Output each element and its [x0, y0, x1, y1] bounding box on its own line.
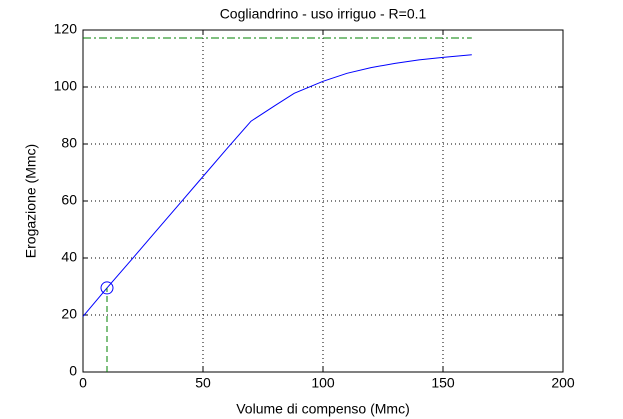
y-tick-label: 80 [61, 135, 77, 151]
y-tick-label: 0 [69, 363, 77, 379]
y-axis-label: Erogazione (Mmc) [23, 144, 39, 258]
x-tick-label: 50 [195, 375, 211, 391]
y-tick-label: 60 [61, 192, 77, 208]
data-line [82, 54, 472, 317]
y-tick-label: 40 [61, 249, 77, 265]
y-tick-label: 120 [54, 21, 78, 37]
plot-frame [82, 29, 564, 373]
y-tick-label: 100 [54, 78, 78, 94]
data-marker [100, 281, 114, 295]
x-tick-label: 200 [551, 375, 575, 391]
x-axis-label: Volume di compenso (Mmc) [236, 401, 410, 417]
x-tick-label: 150 [431, 375, 455, 391]
chart-title: Cogliandrino - uso irriguo - R=0.1 [220, 6, 427, 22]
x-tick-label: 100 [311, 375, 335, 391]
y-tick-label: 20 [61, 306, 77, 322]
x-tick-label: 0 [79, 375, 87, 391]
